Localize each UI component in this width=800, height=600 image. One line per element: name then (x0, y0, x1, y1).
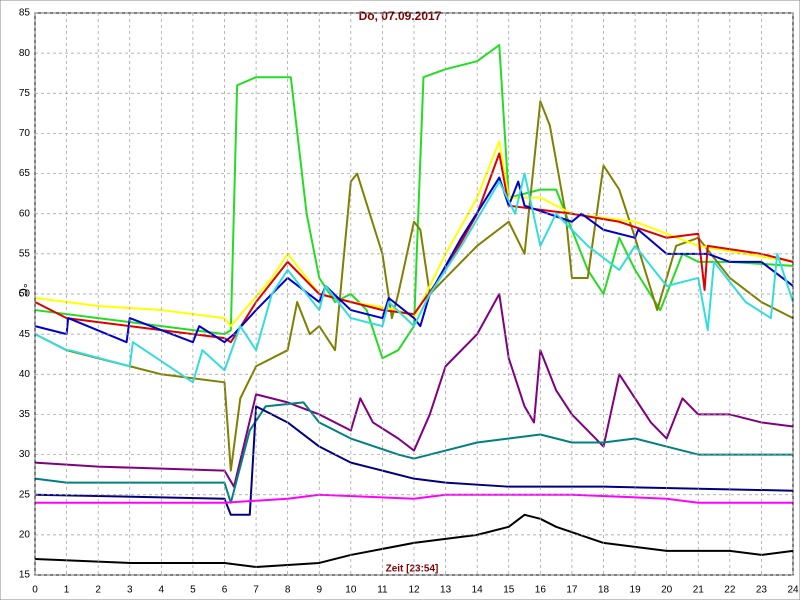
y-tick-label: 40 (19, 369, 31, 380)
y-tick-label: 35 (19, 409, 31, 420)
y-tick-label: 55 (19, 248, 31, 259)
x-tick-label: 7 (253, 585, 259, 596)
data-line (34, 100, 794, 472)
x-tick-label: 10 (345, 585, 357, 596)
y-tick-label: 80 (19, 48, 31, 59)
x-tick-label: 24 (787, 585, 799, 596)
y-tick-label: 75 (19, 88, 31, 99)
x-tick-label: 4 (159, 585, 165, 596)
x-tick-label: 6 (222, 585, 228, 596)
data-line (34, 513, 794, 568)
x-tick-label: 11 (377, 585, 388, 596)
x-tick-label: 13 (440, 585, 452, 596)
x-tick-label: 19 (630, 585, 642, 596)
x-tick-label: 22 (724, 585, 736, 596)
y-tick-label: 25 (19, 489, 31, 500)
y-tick-label: 15 (19, 570, 31, 581)
x-tick-label: 23 (756, 585, 768, 596)
x-tick-label: 5 (190, 585, 196, 596)
y-tick-label: 50 (19, 289, 31, 300)
x-tick-label: 2 (95, 585, 101, 596)
x-tick-label: 1 (64, 585, 70, 596)
x-tick-label: 3 (127, 585, 133, 596)
x-tick-label: 8 (285, 585, 291, 596)
x-tick-label: 20 (661, 585, 673, 596)
data-line (34, 401, 793, 504)
x-tick-label: 0 (32, 585, 38, 596)
x-tick-label: 21 (693, 585, 705, 596)
x-axis-label: Zeit [23:54] (386, 564, 439, 575)
y-tick-label: 60 (19, 208, 31, 219)
x-tick-label: 14 (472, 585, 484, 596)
data-line (34, 44, 794, 360)
data-line (34, 176, 794, 344)
x-tick-label: 9 (316, 585, 322, 596)
x-tick-label: 16 (535, 585, 547, 596)
x-tick-label: 18 (598, 585, 610, 596)
chart-title: Do, 07.09.2017 (359, 9, 442, 23)
y-tick-label: 30 (19, 449, 31, 460)
x-tick-label: 17 (566, 585, 578, 596)
y-tick-label: 70 (19, 128, 31, 139)
data-line (34, 172, 794, 384)
y-tick-label: 20 (19, 529, 31, 540)
y-tick-label: 65 (19, 168, 31, 179)
x-tick-label: 15 (503, 585, 515, 596)
y-tick-label: 45 (19, 329, 31, 340)
y-tick-label: 85 (19, 8, 31, 19)
x-tick-label: 12 (408, 585, 420, 596)
y-axis-label: °C (16, 283, 30, 297)
